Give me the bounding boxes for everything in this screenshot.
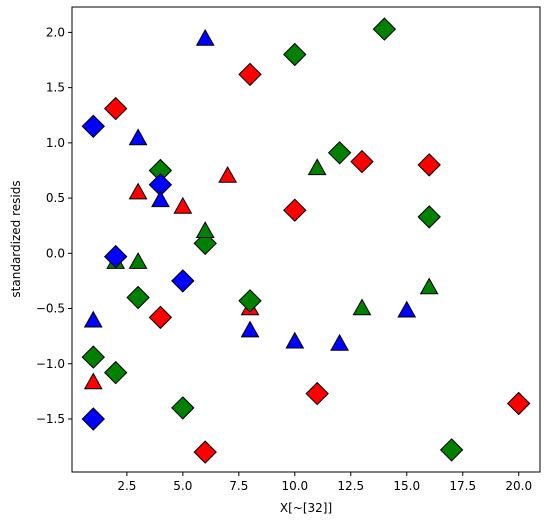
x-tick-label: 17.5 [449,479,476,493]
x-tick-label: 7.5 [229,479,248,493]
diamond-point [103,96,128,121]
triangle-point [195,28,215,46]
x-tick-label: 15.0 [393,479,420,493]
x-tick-label: 10.0 [281,479,308,493]
diamond-point [171,269,195,293]
diamond-point [327,141,352,165]
y-tick-label: −1.5 [36,412,65,426]
y-axis-label: standardized resids [9,180,23,297]
diamond-point [126,285,150,310]
y-tick-label: −1.0 [36,357,65,371]
triangle-point [128,252,148,269]
diamond-point [238,289,262,313]
x-tick-label: 20.0 [505,479,532,493]
triangle-point [307,158,327,176]
diamond-point [81,345,106,369]
triangle-point [173,196,193,214]
diamond-point [372,17,397,41]
diamond-point [238,62,262,87]
triangle-point [83,310,103,328]
diamond-point [417,205,441,229]
diamond-point [193,440,217,464]
diamond-point [81,114,106,139]
plot-frame [71,6,541,473]
data-points [81,17,531,464]
x-tick-label: 5.0 [173,479,192,493]
triangle-point [83,372,103,390]
diamond-point [103,244,128,269]
diamond-point [417,153,441,177]
y-tick-label: 1.5 [46,81,65,95]
diamond-point [283,42,307,67]
diamond-point [283,198,307,222]
triangle-point [240,320,260,338]
triangle-point [285,331,305,349]
y-tick-label: 2.0 [46,25,65,39]
triangle-point [218,165,238,183]
y-tick-label: 1.0 [46,136,65,150]
y-tick-label: −0.5 [36,302,65,316]
triangle-point [151,190,170,208]
x-axis-ticks: 2.5 5.0 7.5 10.0 12.5 15.0 17.5 20.0 [117,472,532,493]
triangle-point [128,182,148,200]
triangle-point [128,128,148,146]
diamond-point [148,305,173,330]
triangle-point [419,277,439,295]
diamond-point [81,407,106,431]
y-tick-label: 0.0 [46,246,65,260]
x-tick-label: 2.5 [117,479,136,493]
diamond-point [506,391,531,416]
diamond-point [439,438,464,462]
diamond-point [103,360,128,385]
triangle-point [330,333,349,351]
x-tick-label: 12.5 [337,479,364,493]
diamond-point [171,396,195,420]
y-tick-label: 0.5 [46,191,65,205]
x-axis-label: X[~[32]] [280,501,332,515]
triangle-point [352,298,372,316]
y-axis-ticks: −1.5 −1.0 −0.5 0.0 0.5 1.0 1.5 2.0 [36,25,72,426]
diamond-point [350,149,374,174]
triangle-point [195,221,215,238]
diamond-point [305,381,329,406]
triangle-point [397,300,417,318]
